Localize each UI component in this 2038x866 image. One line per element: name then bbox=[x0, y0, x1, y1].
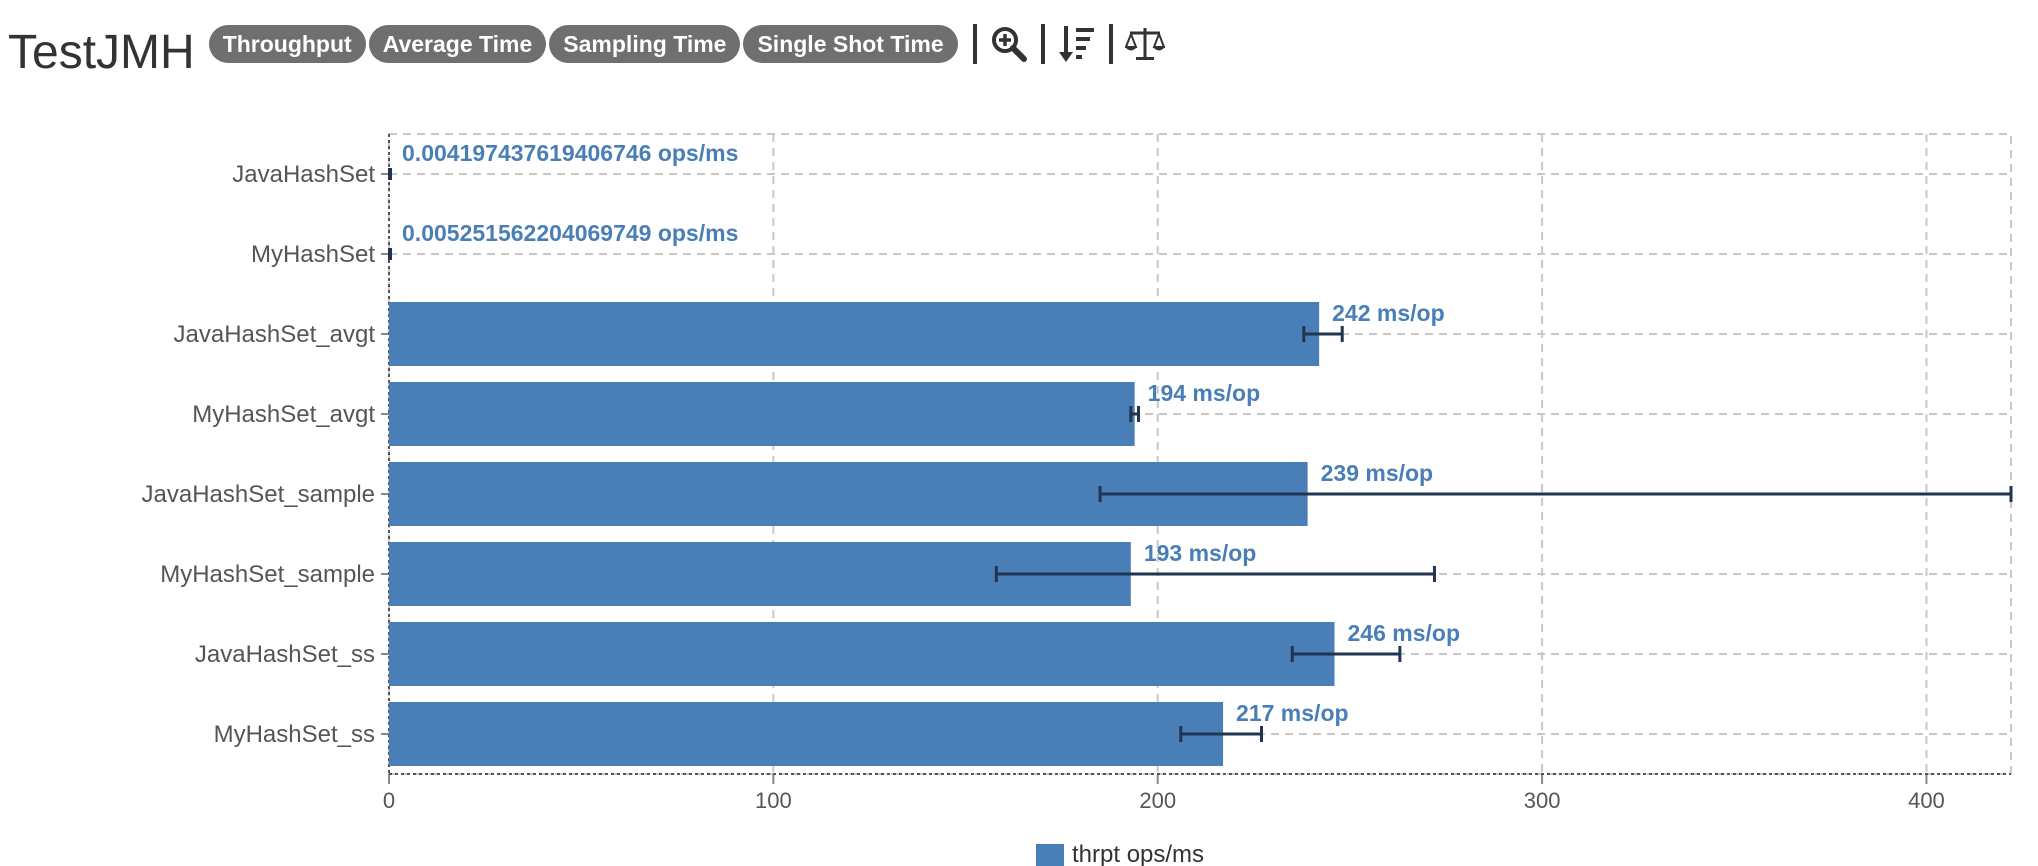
x-tick-label: 0 bbox=[383, 788, 395, 813]
data-label: 242 ms/op bbox=[1332, 300, 1445, 326]
data-label: 239 ms/op bbox=[1321, 460, 1434, 486]
bar bbox=[389, 302, 1320, 366]
y-tick-label: JavaHashSet_sample bbox=[142, 481, 375, 508]
sampling-time-button[interactable]: Sampling Time bbox=[549, 25, 741, 63]
bar bbox=[389, 382, 1135, 446]
x-tick-label: 200 bbox=[1139, 788, 1176, 813]
balance-scale-icon[interactable] bbox=[1124, 24, 1165, 64]
data-label: 217 ms/op bbox=[1236, 700, 1349, 726]
y-tick-label: MyHashSet bbox=[251, 241, 375, 268]
data-label: 193 ms/op bbox=[1144, 540, 1257, 566]
toolbar-separator bbox=[972, 24, 977, 64]
x-tick-label: 300 bbox=[1524, 788, 1561, 813]
bar bbox=[389, 622, 1335, 686]
toolbar-separator bbox=[1040, 24, 1045, 64]
y-tick-label: MyHashSet_avgt bbox=[192, 401, 375, 428]
legend-swatch bbox=[1036, 844, 1064, 866]
bar bbox=[389, 702, 1224, 766]
x-tick-label: 100 bbox=[755, 788, 792, 813]
chart-header: TestJMH Throughput Average Time Sampling… bbox=[8, 14, 1165, 79]
data-label: 246 ms/op bbox=[1348, 620, 1461, 646]
y-tick-label: MyHashSet_sample bbox=[160, 561, 375, 588]
single-shot-time-button[interactable]: Single Shot Time bbox=[743, 25, 958, 63]
sort-descending-icon[interactable] bbox=[1057, 24, 1097, 64]
average-time-button[interactable]: Average Time bbox=[368, 25, 547, 63]
throughput-button[interactable]: Throughput bbox=[208, 25, 366, 63]
data-label: 0.005251562204069749 ops/ms bbox=[402, 220, 738, 246]
page-title: TestJMH bbox=[8, 25, 195, 79]
y-tick-label: JavaHashSet bbox=[232, 161, 375, 188]
data-label: 194 ms/op bbox=[1148, 380, 1261, 406]
legend-label: thrpt ops/ms bbox=[1072, 841, 1204, 866]
x-tick-label: 400 bbox=[1908, 788, 1945, 813]
toolbar-separator bbox=[1108, 24, 1113, 64]
data-label: 0.004197437619406746 ops/ms bbox=[402, 140, 738, 166]
y-tick-label: JavaHashSet_avgt bbox=[174, 321, 376, 348]
zoom-in-icon[interactable] bbox=[989, 24, 1029, 64]
y-tick-label: MyHashSet_ss bbox=[214, 721, 375, 748]
y-tick-label: JavaHashSet_ss bbox=[195, 641, 375, 668]
